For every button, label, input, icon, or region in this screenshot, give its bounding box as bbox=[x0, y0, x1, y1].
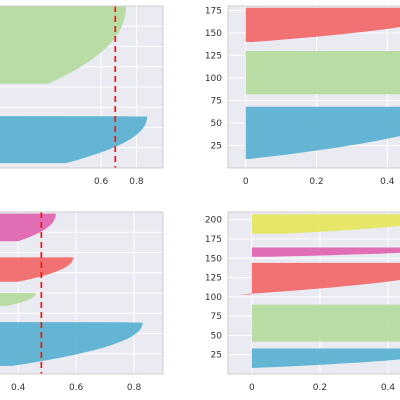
plot-frame bbox=[227, 211, 400, 375]
silhouette-area-red bbox=[0, 257, 74, 282]
silhouette-area-pink bbox=[251, 247, 400, 257]
y-tick-label: 100 bbox=[205, 293, 222, 303]
y-tick-label: 50 bbox=[211, 331, 223, 341]
y-tick-label: 25 bbox=[211, 351, 222, 361]
plot-frame bbox=[0, 211, 164, 375]
y-tick-label: 100 bbox=[205, 74, 222, 84]
silhouette-area-green bbox=[0, 293, 36, 306]
y-tick-label: 75 bbox=[211, 97, 222, 107]
y-tick-label: 25 bbox=[211, 142, 222, 152]
y-tick-label: 150 bbox=[205, 29, 222, 39]
y-tick-label: 125 bbox=[205, 274, 222, 284]
x-tick-label: 0 bbox=[243, 177, 249, 187]
x-tick-label: 0.4 bbox=[381, 383, 396, 393]
y-tick-label: 200 bbox=[205, 216, 222, 226]
chart-bottom-left: 0.4 0.6 0.8 bbox=[0, 211, 164, 393]
plot-area bbox=[228, 6, 400, 168]
y-tick-label: 150 bbox=[205, 254, 222, 264]
silhouette-area-blue bbox=[0, 116, 148, 164]
x-tick-label: 0.2 bbox=[313, 383, 327, 393]
x-tick-label: 0.8 bbox=[127, 383, 142, 393]
x-tick-label: 0.2 bbox=[309, 177, 323, 187]
silhouette-area-green bbox=[245, 51, 400, 95]
x-tick-label: 0.4 bbox=[380, 177, 395, 187]
x-tick-label: 0.6 bbox=[94, 177, 109, 187]
silhouette-area-yellow bbox=[251, 214, 400, 234]
silhouette-area-blue bbox=[245, 106, 400, 159]
silhouette-area-green bbox=[251, 304, 400, 342]
plot-frame bbox=[227, 5, 400, 169]
x-tick-label: 0.6 bbox=[69, 383, 84, 393]
silhouette-area-blue bbox=[251, 348, 400, 368]
x-tick-label: 0 bbox=[249, 383, 255, 393]
y-tick-label: 175 bbox=[205, 235, 222, 245]
silhouette-area-red bbox=[238, 262, 400, 295]
y-tick-label: 125 bbox=[205, 52, 222, 62]
silhouette-area-pink bbox=[0, 213, 56, 242]
plot-area bbox=[228, 212, 400, 374]
silhouette-area-blue bbox=[0, 322, 143, 366]
y-tick-label: 75 bbox=[211, 312, 222, 322]
y-tick-label: 50 bbox=[211, 119, 223, 129]
chart-top-right: 0 0.2 0.4 25 50 75 100 125 150 175 bbox=[205, 5, 400, 187]
silhouette-area-red bbox=[245, 7, 400, 42]
y-tick-label: 175 bbox=[205, 7, 222, 17]
chart-bottom-right: 0 0.2 0.4 25 50 75 100 125 150 175 200 bbox=[205, 211, 400, 393]
chart-top-left: 0.6 0.8 bbox=[0, 5, 164, 187]
x-tick-label: 0.8 bbox=[129, 177, 144, 187]
plot-area bbox=[0, 6, 163, 168]
plot-frame bbox=[0, 5, 164, 169]
x-tick-label: 0.4 bbox=[11, 383, 26, 393]
silhouette-area-green bbox=[0, 6, 126, 84]
plot-area bbox=[0, 212, 163, 374]
